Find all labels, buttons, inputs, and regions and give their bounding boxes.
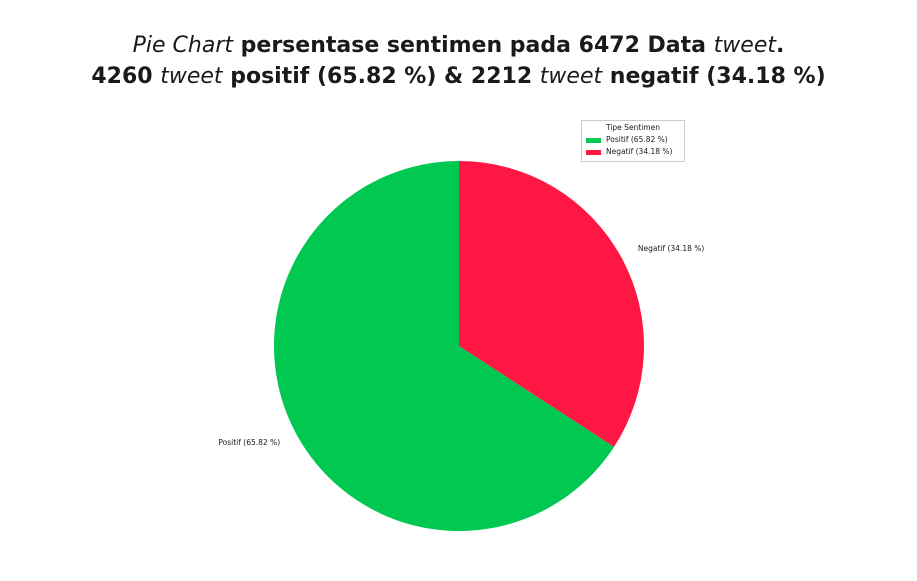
legend-item-negatif: Negatif (34.18 %) xyxy=(586,146,680,158)
pie-slice-negatif xyxy=(459,161,644,447)
legend-label-negatif: Negatif (34.18 %) xyxy=(606,147,673,156)
legend-swatch-positif xyxy=(586,137,601,143)
pie-slice-positif xyxy=(273,161,615,531)
title-text: . xyxy=(776,33,785,58)
legend-label-positif: Positif (65.82 %) xyxy=(606,135,668,144)
title-text: Pie Chart xyxy=(132,33,233,58)
title-text: 4260 xyxy=(91,64,161,89)
title-text: tweet xyxy=(160,64,223,89)
legend-title: Tipe Sentimen xyxy=(605,123,661,132)
slice-label-positif: Positif (65.82 %) xyxy=(218,438,280,447)
legend-item-positif: Positif (65.82 %) xyxy=(586,134,680,146)
title-text: persentase sentimen pada 6472 Data xyxy=(233,33,714,58)
chart-title-line-2: 4260 tweet positif (65.82 %) & 2212 twee… xyxy=(0,61,917,92)
legend-swatch-negatif xyxy=(586,149,601,155)
chart-title-line-1: Pie Chart persentase sentimen pada 6472 … xyxy=(0,30,917,61)
title-text: tweet xyxy=(539,64,603,89)
title-text: negatif (34.18 %) xyxy=(602,64,826,89)
title-text: tweet xyxy=(713,33,776,58)
chart-title: Pie Chart persentase sentimen pada 6472 … xyxy=(0,30,917,92)
title-text: positif (65.82 %) & 2212 xyxy=(222,64,540,89)
slice-label-negatif: Negatif (34.18 %) xyxy=(638,244,705,253)
legend: Tipe Sentimen Positif (65.82 %) Negatif … xyxy=(581,120,685,162)
